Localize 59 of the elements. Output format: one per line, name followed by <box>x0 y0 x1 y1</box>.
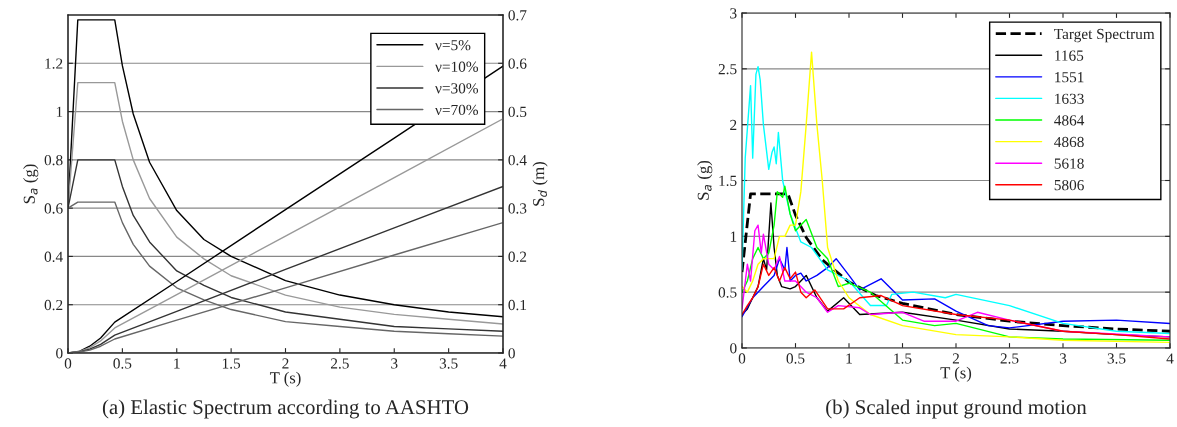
x-tick-label: 3.5 <box>1107 353 1126 364</box>
y-tick-label: 2 <box>730 119 737 130</box>
x-axis-title: T (s) <box>269 371 301 387</box>
legend-label: ν=10% <box>435 61 479 72</box>
x-tick-label: 3 <box>391 358 398 369</box>
x-tick-label: 0.5 <box>786 353 805 364</box>
y-tick-label: 0.8 <box>44 155 63 166</box>
x-tick-label: 3 <box>1059 353 1067 364</box>
y2-tick-label: 0.2 <box>508 251 527 262</box>
y-tick-label: 1 <box>56 106 63 117</box>
y-tick-label: 0.2 <box>44 299 63 311</box>
y-tick-label: 0.4 <box>44 251 63 262</box>
x-tick-label: 2.5 <box>331 358 349 369</box>
text: (a) Elastic Spectrum according to AASHTO <box>102 399 469 419</box>
x-tick-label: 4 <box>499 358 507 369</box>
x-tick-label: 2.5 <box>1000 353 1019 364</box>
legend-label: 5806 <box>1054 179 1084 191</box>
x-tick-label: 1.5 <box>222 358 241 369</box>
y2-axis-title: S$_{d}$ (m) <box>532 162 548 206</box>
x-tick-label: 2 <box>282 358 289 369</box>
text: (b) Scaled input ground motion <box>826 399 1087 419</box>
x-tick-label: 1 <box>846 353 852 364</box>
y2-tick-label: 0.7 <box>508 10 527 21</box>
legend-label: 1165 <box>1055 50 1084 61</box>
y-tick-label: 1.5 <box>719 175 737 187</box>
x-tick-label: 0.5 <box>113 358 132 369</box>
x-tick-label: 0 <box>738 353 746 364</box>
y-tick-label: 1.2 <box>45 58 63 69</box>
legend-label: ν=5% <box>435 39 471 51</box>
x-tick-label: 1.5 <box>894 353 912 364</box>
legend-label: Target Spectrum <box>1054 28 1155 43</box>
legend-label: 1633 <box>1055 93 1084 104</box>
y-axis-title: S$_{a}$ (g) <box>23 164 39 204</box>
y-tick-label: 0.5 <box>718 287 737 298</box>
y-tick-label: 0 <box>730 343 737 354</box>
legend-label: 1551 <box>1055 72 1084 83</box>
line-series <box>742 263 1170 340</box>
legend-label: 4864 <box>1054 115 1085 126</box>
x-tick-label: 4 <box>1166 353 1174 364</box>
legend-label: ν=30% <box>435 83 479 94</box>
legend-label: ν=70% <box>435 104 479 116</box>
x-tick-label: 1 <box>174 358 180 369</box>
line-series <box>742 246 1170 329</box>
y2-tick-label: 0.3 <box>508 203 527 214</box>
x-axis-title: T (s) <box>940 366 972 382</box>
y2-tick-label: 0.5 <box>508 106 527 118</box>
y-tick-label: 0.6 <box>44 203 63 214</box>
legend-label: 5618 <box>1054 158 1084 169</box>
y-tick-label: 1 <box>730 231 737 242</box>
y-tick-label: 3 <box>730 8 737 19</box>
x-tick-label: 2 <box>952 353 959 364</box>
x-tick-label: 3.5 <box>439 358 458 369</box>
y-axis-title: S$_{a}$ (g) <box>697 160 713 200</box>
x-tick-label: 0 <box>64 358 72 369</box>
y-tick-label: 2.5 <box>718 64 737 75</box>
legend-label: 4868 <box>1054 136 1084 148</box>
y2-tick-label: 0.1 <box>508 299 527 311</box>
y2-tick-label: 0.4 <box>508 155 527 166</box>
y2-tick-label: 0.6 <box>508 58 527 69</box>
